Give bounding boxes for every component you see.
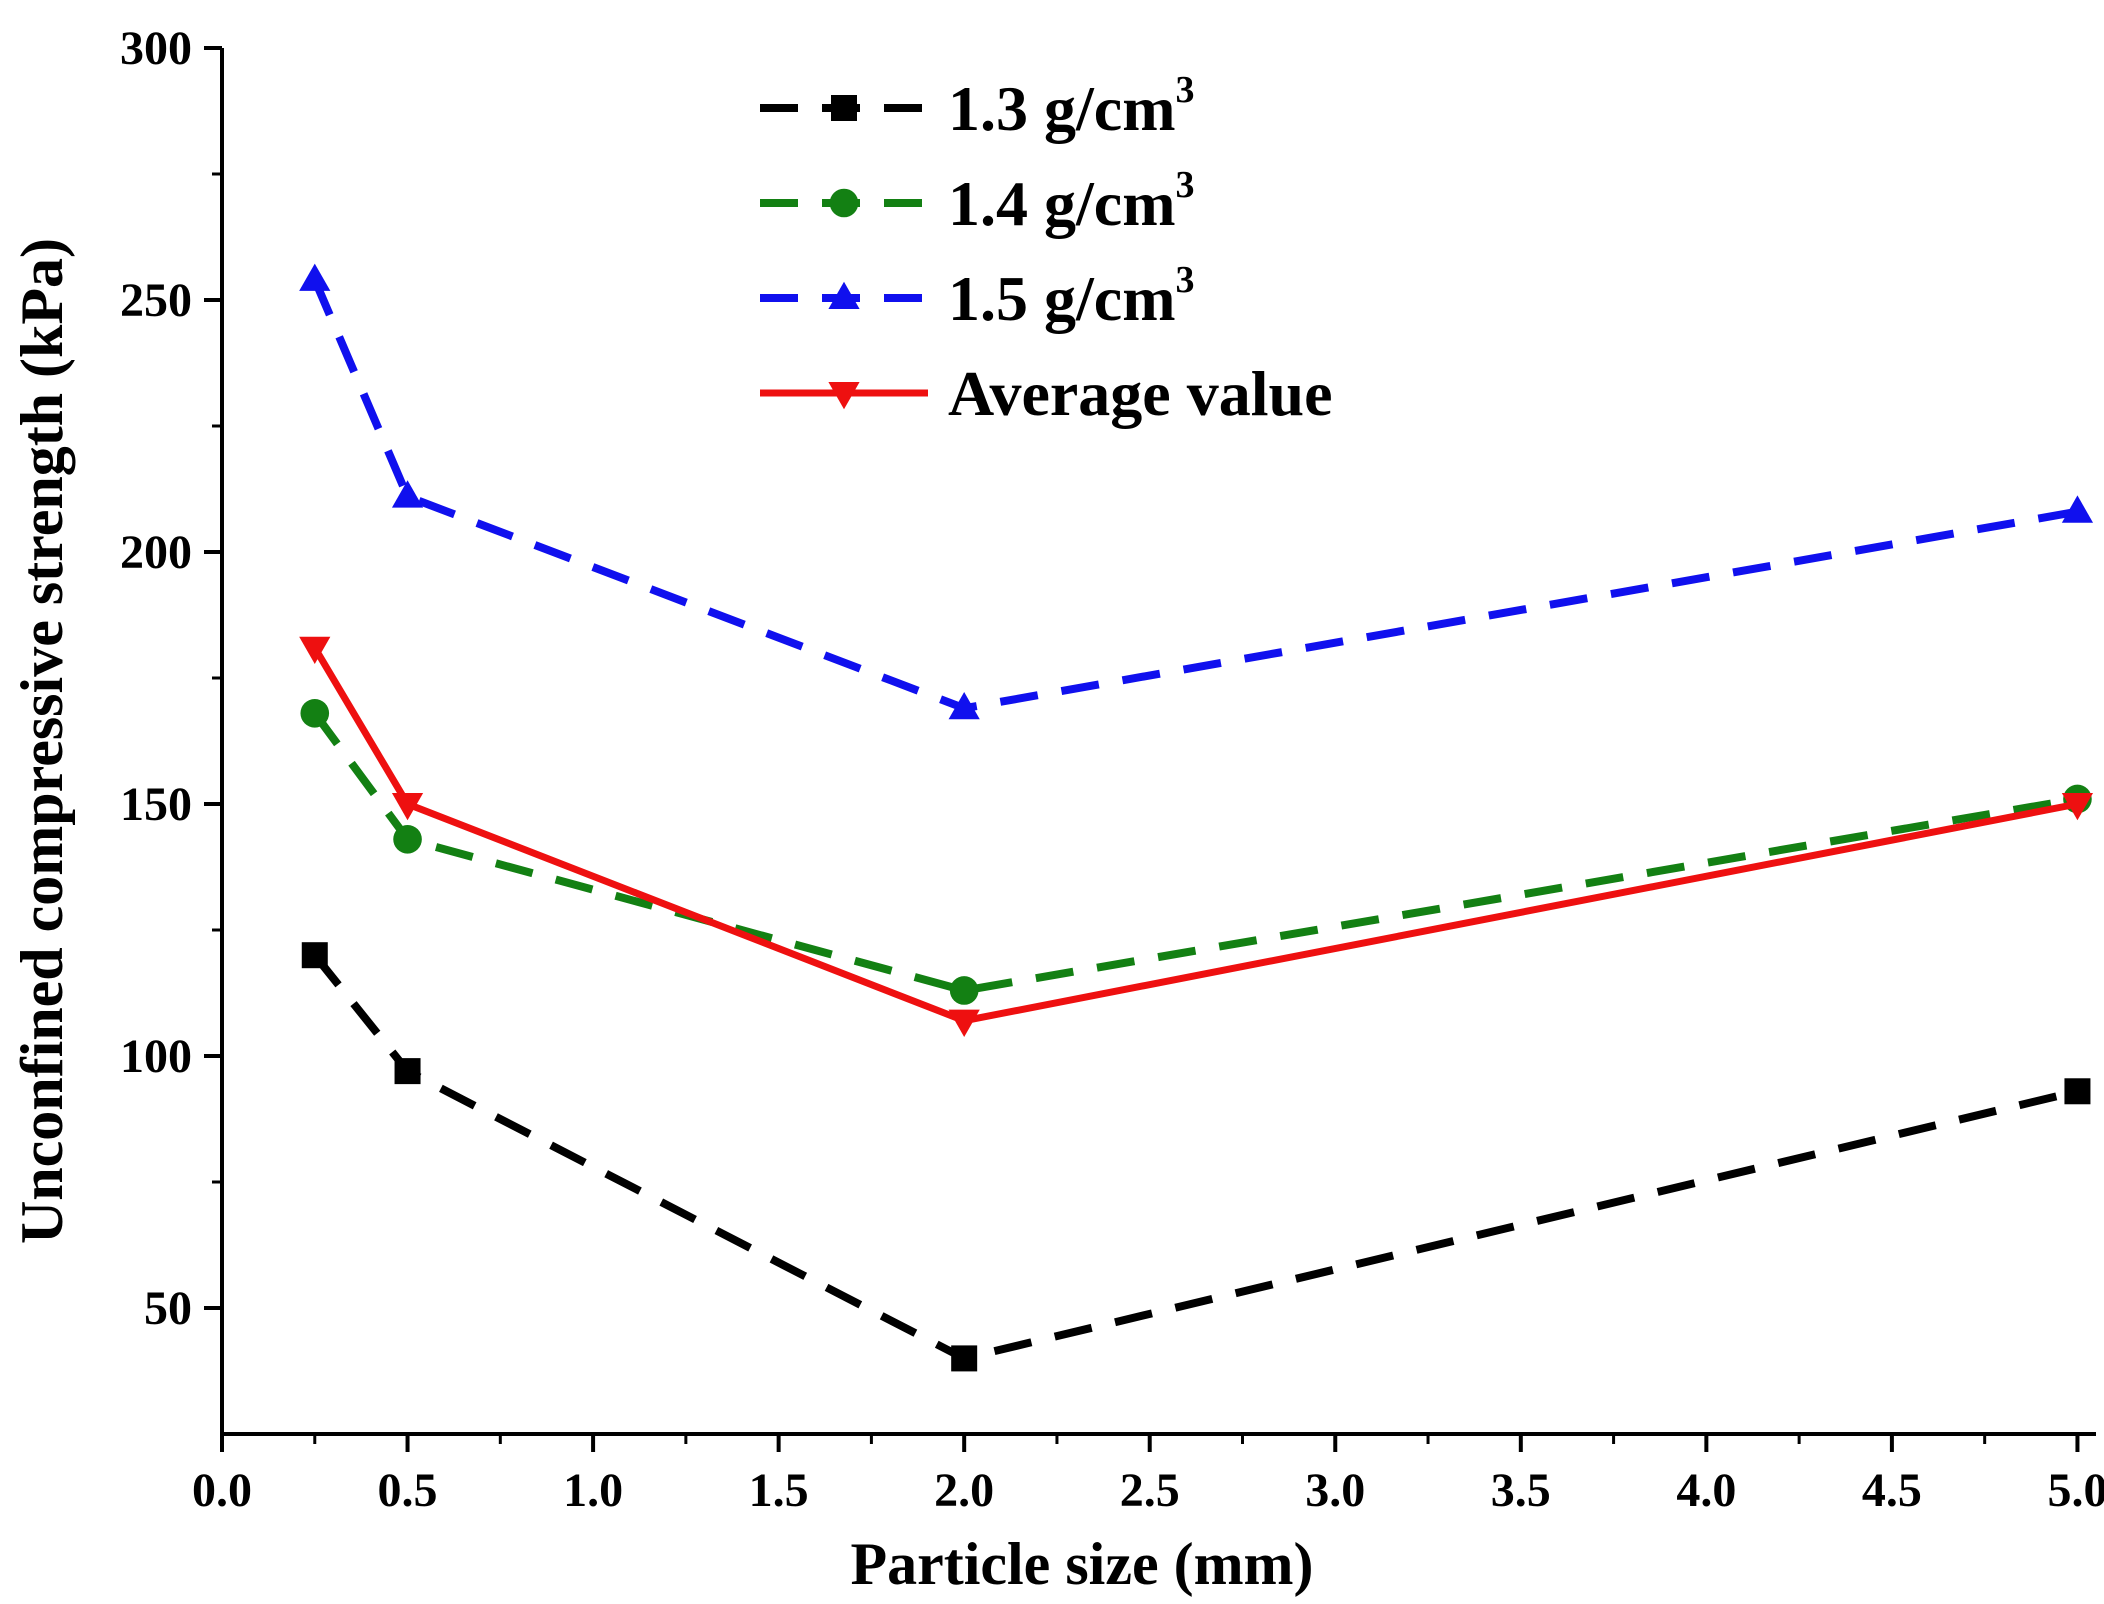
data-point-square [951, 1345, 978, 1372]
legend-label-superscript: 3 [1176, 69, 1195, 111]
legend-label-text: 1.3 g/cm [948, 73, 1176, 144]
x-tick-label: 0.5 [378, 1464, 438, 1517]
x-ticks: 0.0 0.5 1.0 1.5 2.0 2.5 3.0 3.5 4.0 4.5 5.0 [192, 1434, 2104, 1517]
y-tick-label: 300 [120, 22, 192, 75]
data-point-triangle-down [299, 636, 331, 665]
data-point-circle [300, 698, 330, 728]
x-tick-label: 2.0 [934, 1464, 994, 1517]
legend-item: 1.3 g/cm3 [760, 69, 1195, 144]
x-tick-label: 4.5 [1862, 1464, 1922, 1517]
y-tick-label: 50 [144, 1282, 192, 1335]
legend-item: 1.5 g/cm3 [760, 259, 1195, 334]
data-point-square [301, 942, 328, 969]
x-tick-label: 4.0 [1676, 1464, 1736, 1517]
data-point-triangle-up [299, 263, 331, 291]
legend-label-text: 1.5 g/cm [948, 263, 1176, 334]
x-tick-label: 3.5 [1491, 1464, 1551, 1517]
series-line [311, 645, 2079, 1025]
data-point-triangle-up [948, 691, 980, 720]
series-3 [299, 263, 2094, 720]
x-tick-label: 5.0 [2047, 1464, 2104, 1517]
legend-label-text: Average value [948, 358, 1332, 429]
data-point-triangle-up [828, 281, 860, 310]
data-point-square [2064, 1078, 2091, 1105]
legend-item: Average value [760, 358, 1332, 429]
x-tick-label: 3.0 [1305, 1464, 1365, 1517]
data-point-triangle-down [2061, 792, 2094, 821]
series-line [311, 952, 2079, 1363]
series-1 [301, 942, 2091, 1372]
data-point-circle [393, 824, 422, 854]
x-tick-label: 1.0 [563, 1464, 623, 1517]
data-point-square [394, 1058, 421, 1085]
y-axis-title: Unconfined compressive strength (kPa) [9, 238, 75, 1244]
series-4 [299, 636, 2094, 1037]
data-point-triangle-up [391, 480, 424, 508]
y-ticks: 50 100 150 200 250 300 [120, 22, 222, 1335]
data-point-triangle-down [391, 792, 424, 821]
plot-area: 0.0 0.5 1.0 1.5 2.0 2.5 3.0 3.5 4.0 4.5 5.0 50 100 1… [120, 22, 2104, 1517]
y-tick-label: 200 [120, 526, 192, 579]
legend-label-text: 1.4 g/cm [948, 168, 1176, 239]
y-tick-label: 250 [120, 274, 192, 327]
series-line [311, 710, 2079, 995]
legend-label: 1.3 g/cm3 [948, 69, 1195, 144]
data-point-triangle-up [2061, 495, 2094, 523]
x-tick-label: 0.0 [192, 1464, 252, 1517]
x-tick-label: 2.5 [1120, 1464, 1180, 1517]
data-point-triangle-down [948, 1009, 980, 1037]
legend-label-superscript: 3 [1176, 259, 1195, 301]
y-tick-label: 150 [120, 778, 192, 831]
series-line [311, 278, 2079, 713]
legend-label: 1.5 g/cm3 [948, 259, 1195, 334]
y-tick-label: 100 [120, 1030, 192, 1083]
x-tick-label: 1.5 [749, 1464, 809, 1517]
legend-item: 1.4 g/cm3 [760, 164, 1195, 239]
x-axis-title: Particle size (mm) [850, 1531, 1313, 1597]
legend-label: Average value [948, 358, 1332, 429]
data-point-square [831, 95, 857, 121]
data-point-circle [949, 976, 979, 1005]
legend-label: 1.4 g/cm3 [948, 164, 1195, 239]
data-point-circle [829, 188, 859, 218]
series-layer [299, 263, 2094, 1372]
data-point-triangle-down [828, 381, 860, 410]
legend-label-superscript: 3 [1176, 164, 1195, 206]
